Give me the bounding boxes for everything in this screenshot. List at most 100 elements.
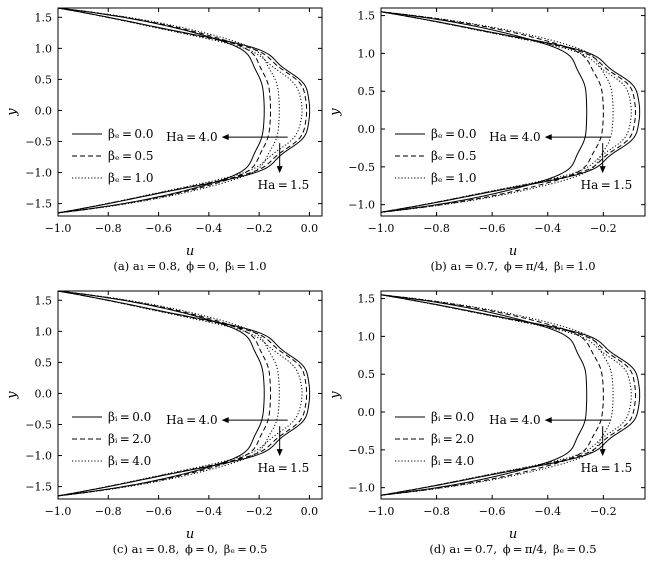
y-tick-label: −1.0 [348, 482, 375, 495]
series-line-dotted-ha-4.0 [380, 11, 614, 213]
y-tick-label: 0.5 [358, 368, 376, 381]
y-tick-label: 1.0 [358, 330, 376, 343]
y-axis-label: y [328, 108, 343, 117]
y-tick-label: 0.0 [358, 406, 376, 419]
chart-panel-1: −1.0 −0.8 −0.6 −0.4 −0.2 0.0 −1.5 −1.0 −0.5 0.0 0.… [5, 7, 323, 273]
annotation-ha-high: Ha = 4.0 [166, 130, 218, 144]
y-tick-label: −0.5 [25, 418, 52, 431]
x-tick-label: −0.8 [423, 222, 450, 235]
x-tick-label: −1.0 [368, 222, 395, 235]
legend-entry: βₑ = 0.5 [431, 149, 477, 163]
series-line-dashed-ha-4.0 [57, 290, 272, 497]
x-axis-label: u [186, 527, 194, 542]
arrowhead-left [221, 417, 229, 424]
y-axis-label: y [5, 108, 20, 117]
x-axis-label: u [509, 527, 517, 542]
chart-panel-3: −1.0 −0.8 −0.6 −0.4 −0.2 0.0 −1.5 −1.0 −0.5 0.0 0.… [5, 290, 323, 556]
plot-frame [380, 7, 646, 217]
series-line-dotted-ha-4.0 [57, 290, 280, 497]
y-tick-label: 0.5 [358, 85, 376, 98]
chart-panel-2: −1.0 −0.8 −0.6 −0.4 −0.2 −1.0 −0.5 0.0 0.5 1.0 1.5… [328, 7, 646, 273]
arrowhead-left [544, 417, 552, 424]
x-tick-label: −0.4 [534, 505, 561, 518]
y-tick-label: 1.0 [358, 47, 376, 60]
legend-entry: βₑ = 1.0 [431, 171, 477, 185]
legend-entry: βᵢ = 2.0 [431, 432, 474, 446]
y-tick-label: −0.5 [25, 135, 52, 148]
annotation-ha-high: Ha = 4.0 [166, 413, 218, 427]
y-tick-label: 0.5 [35, 73, 53, 86]
series-line-dotted-ha-1.5 [380, 11, 632, 213]
x-tick-label: −0.2 [590, 222, 617, 235]
series-line-dotted-ha-4.0 [380, 294, 614, 496]
y-tick-label: 1.5 [35, 294, 53, 307]
plot-frame [57, 290, 323, 500]
x-tick-label: −0.8 [95, 505, 122, 518]
x-tick-label: 0.0 [301, 222, 319, 235]
x-axis-label: u [186, 244, 194, 259]
arrowhead-left [544, 134, 552, 141]
y-tick-label: −1.0 [25, 167, 52, 180]
plot-frame [380, 290, 646, 500]
legend-entry: βᵢ = 4.0 [108, 454, 151, 468]
y-tick-label: 0.0 [35, 387, 53, 400]
series-line-solid-ha-4.0 [380, 294, 588, 496]
x-tick-label: −0.2 [246, 505, 273, 518]
y-tick-label: 1.0 [35, 42, 53, 55]
legend-entry: βᵢ = 4.0 [431, 454, 474, 468]
annotation-ha-high: Ha = 4.0 [489, 130, 541, 144]
series-line-dashed-ha-1.5 [380, 11, 636, 213]
x-tick-label: −0.6 [145, 505, 172, 518]
annotation-ha-high: Ha = 4.0 [489, 413, 541, 427]
series-line-dotted-ha-1.5 [57, 290, 303, 497]
series-line-dotted-ha-4.0 [57, 7, 280, 214]
y-tick-label: 1.0 [35, 325, 53, 338]
series-line-dashed-ha-4.0 [380, 294, 604, 496]
panel-caption: (a) a₁ = 0.8, ϕ = 0, βᵢ = 1.0 [113, 259, 266, 273]
y-axis-label: y [5, 391, 20, 400]
series-line-dashed-ha-4.0 [57, 7, 272, 214]
legend-entry: βₑ = 0.0 [108, 127, 154, 141]
series-line-solid-ha-4.0 [57, 290, 265, 497]
y-tick-label: 1.5 [358, 293, 376, 306]
legend-entry: βₑ = 0.5 [108, 149, 154, 163]
x-tick-label: −0.8 [423, 505, 450, 518]
y-tick-label: −0.5 [348, 161, 375, 174]
x-tick-label: −1.0 [45, 505, 72, 518]
x-tick-label: −1.0 [368, 505, 395, 518]
arrowhead-down [276, 166, 283, 174]
arrowhead-down [276, 449, 283, 457]
series-line-dashed-ha-4.0 [380, 11, 604, 213]
series-line-dotted-ha-1.5 [57, 7, 303, 214]
x-tick-label: −0.8 [95, 222, 122, 235]
panel-caption: (c) a₁ = 0.8, ϕ = 0, βₑ = 0.5 [113, 542, 268, 556]
annotation-ha-low: Ha = 1.5 [581, 178, 633, 192]
x-tick-label: −0.2 [246, 222, 273, 235]
y-tick-label: −1.5 [25, 198, 52, 211]
y-tick-label: 1.5 [35, 11, 53, 24]
annotation-ha-low: Ha = 1.5 [258, 461, 310, 475]
series-line-dotted-ha-1.5 [380, 294, 632, 496]
y-tick-label: −1.0 [25, 450, 52, 463]
series-line-solid-ha-1.5 [380, 11, 641, 213]
y-tick-label: −1.5 [25, 481, 52, 494]
y-tick-label: −0.5 [348, 444, 375, 457]
panel-caption: (d) a₁ = 0.7, ϕ = π/4, βₑ = 0.5 [429, 542, 596, 556]
plot-frame [57, 7, 323, 217]
legend-entry: βᵢ = 2.0 [108, 432, 151, 446]
x-tick-label: −0.4 [195, 222, 222, 235]
annotation-ha-low: Ha = 1.5 [258, 178, 310, 192]
x-tick-label: −0.6 [479, 222, 506, 235]
y-tick-label: 1.5 [358, 10, 376, 23]
x-tick-label: −1.0 [45, 222, 72, 235]
x-tick-label: −0.2 [590, 505, 617, 518]
x-tick-label: −0.4 [534, 222, 561, 235]
series-line-solid-ha-4.0 [380, 11, 588, 213]
arrowhead-down [599, 449, 606, 457]
x-tick-label: −0.4 [195, 505, 222, 518]
x-tick-label: 0.0 [301, 505, 319, 518]
legend-entry: βₑ = 1.0 [108, 171, 154, 185]
legend-entry: βᵢ = 0.0 [431, 410, 474, 424]
series-line-dashed-ha-1.5 [380, 294, 636, 496]
